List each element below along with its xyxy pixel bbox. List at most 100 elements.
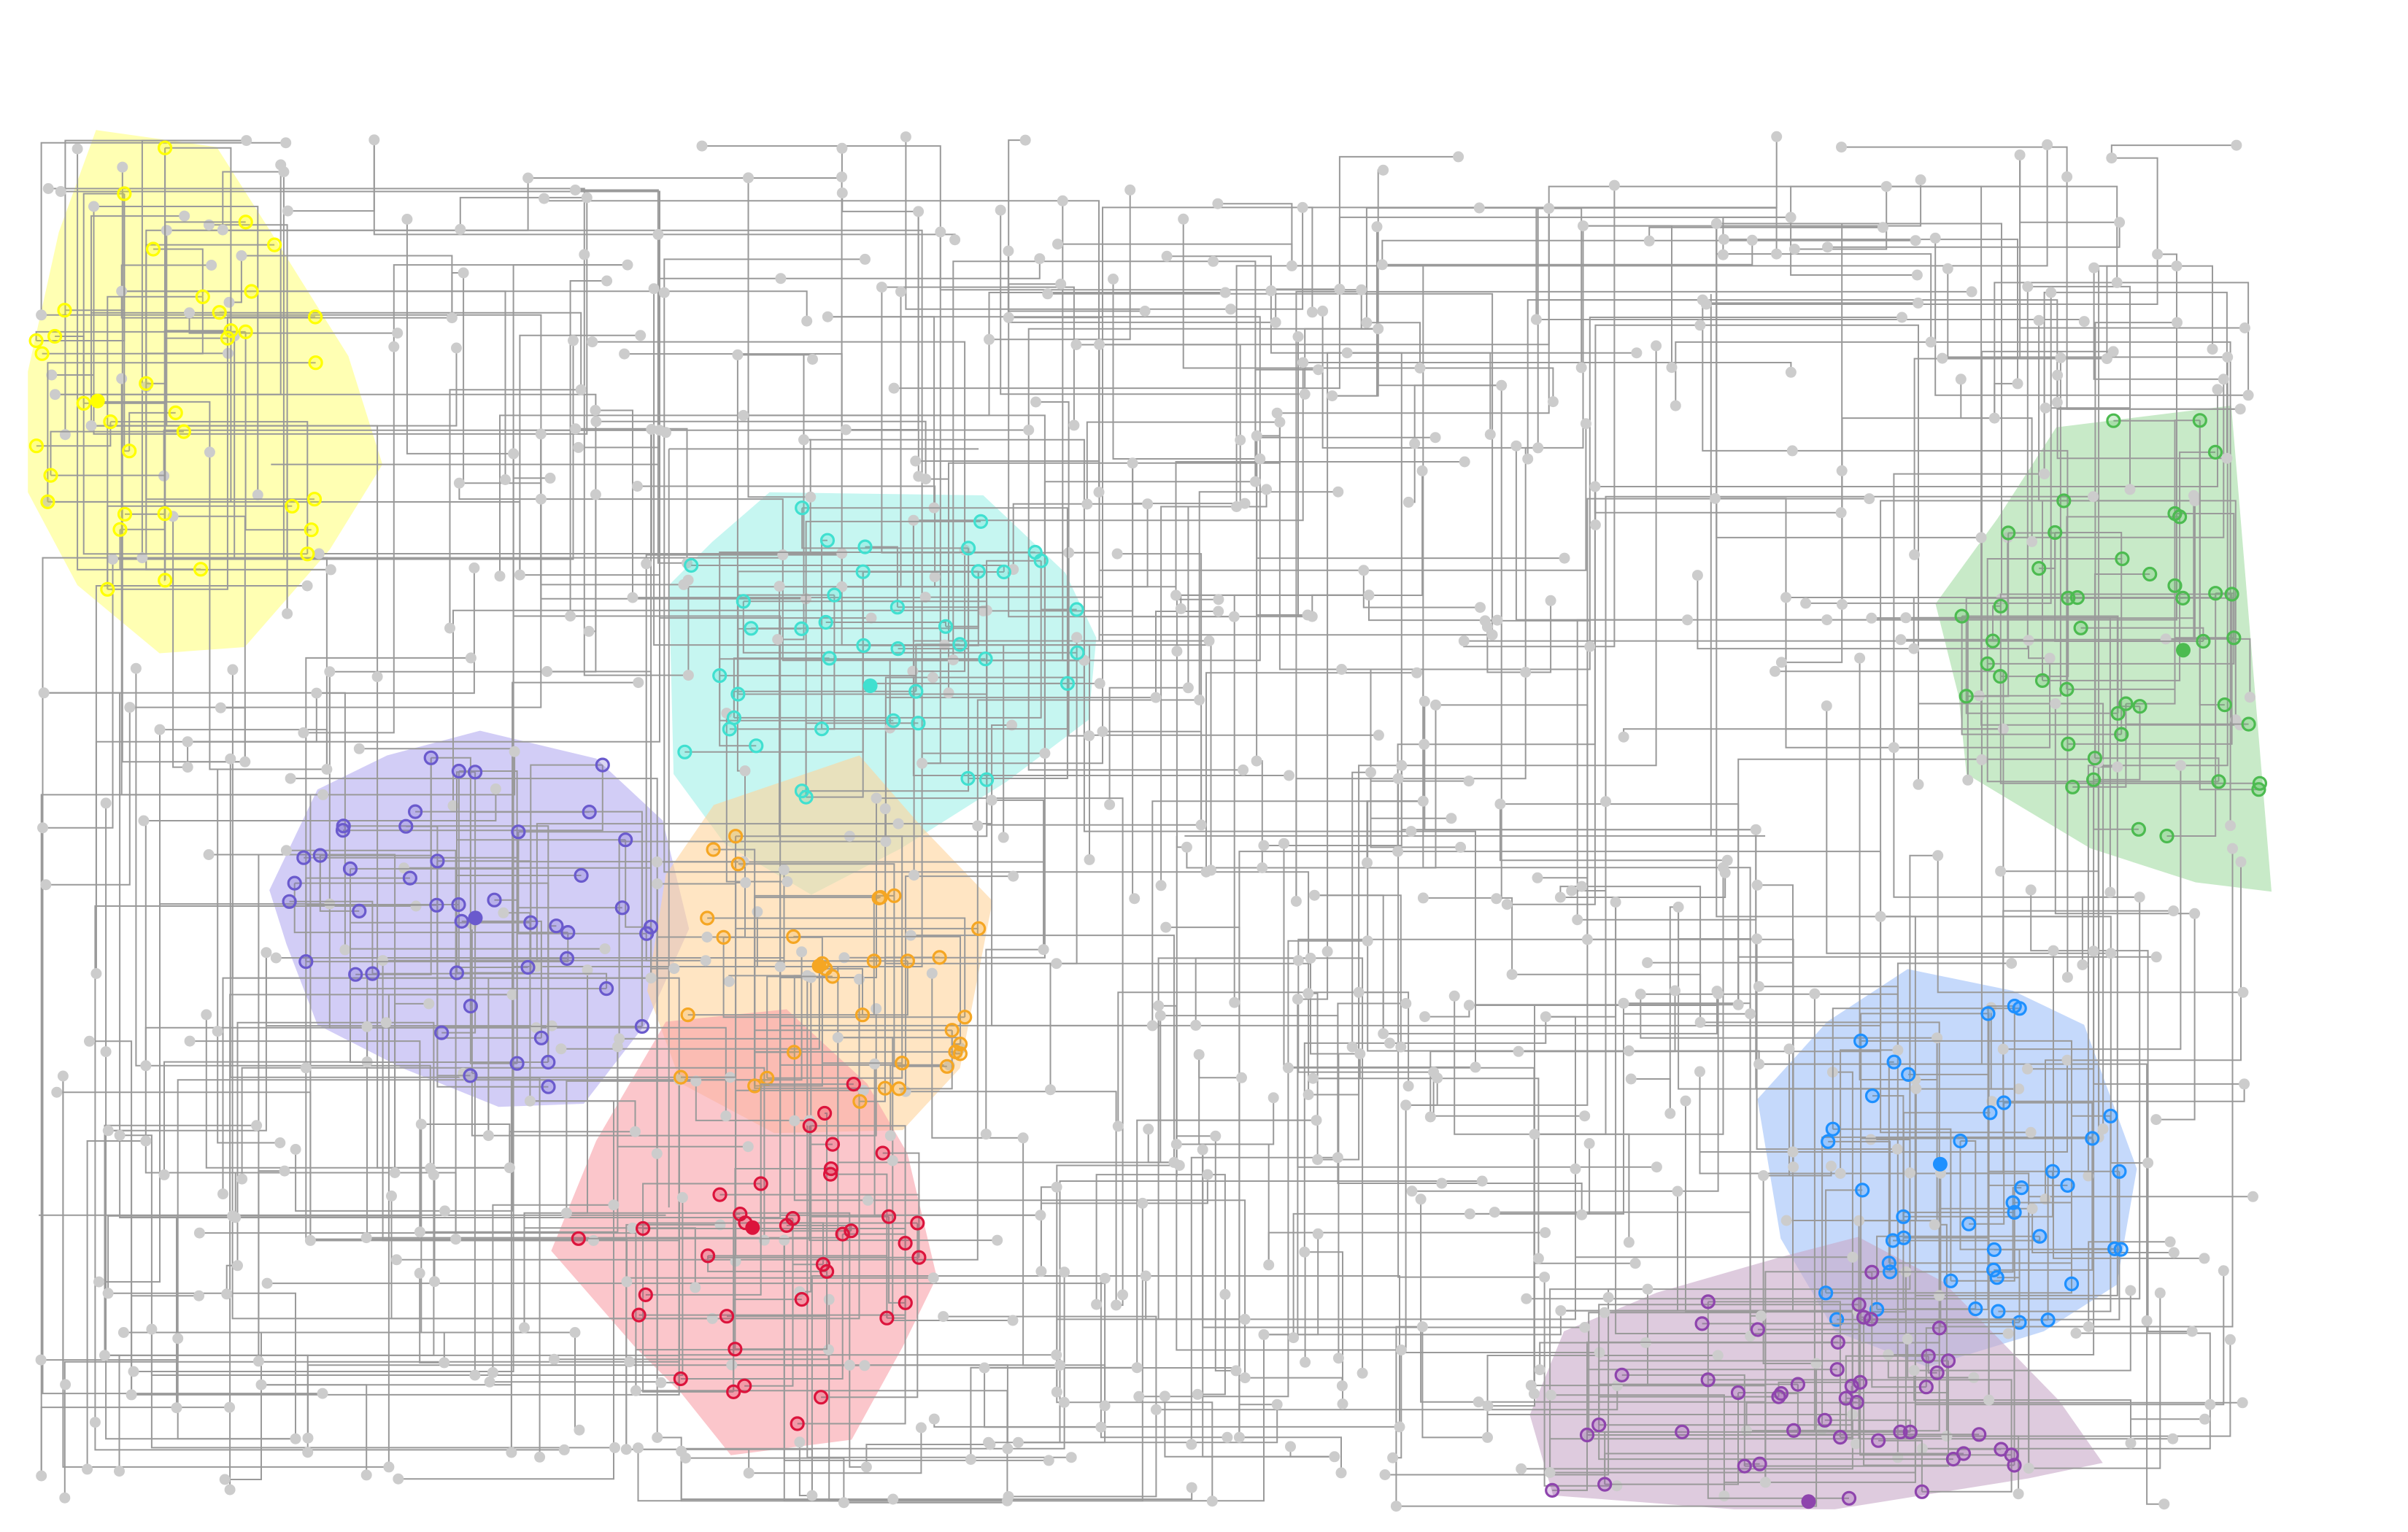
cluster-edge-orange [899,1030,953,1090]
cluster-node-cyan [973,514,989,530]
network-node [212,1026,223,1037]
network-node [658,287,670,298]
network-node [391,1254,402,1266]
network-edge [1132,463,1135,900]
network-edge [1180,594,1369,609]
network-node [752,906,763,918]
network-edge [1581,886,1702,1023]
network-edge [1359,991,1410,1086]
network-edge [199,1232,637,1391]
network-node [439,1357,450,1369]
network-node [1788,244,1800,255]
cluster-hub-yellow [90,393,105,409]
cluster-node-violet [296,850,312,865]
network-node [1611,1480,1623,1492]
network-edge [543,198,1063,202]
network-edge [747,177,811,498]
network-edge [1035,401,1070,553]
network-node [498,907,509,918]
cluster-edge-orange [767,1063,903,1079]
cluster-edge-purple [1604,1452,1964,1485]
network-node [1357,1367,1368,1379]
network-node [368,134,380,146]
network-edge [841,503,1149,588]
cluster-edge-cyan [802,507,1068,684]
cluster-edge-yellow [119,529,201,570]
cluster-node-green [2073,620,2088,635]
network-node [270,952,282,964]
network-node [2039,468,2050,480]
network-node [1194,695,1205,705]
network-edge [952,260,1213,660]
network-node [682,574,694,586]
cluster-edge-green [1966,533,2010,697]
network-node [1694,1016,1706,1028]
network-node [2025,884,2037,896]
network-edge [695,1080,810,1121]
network-node [871,1003,882,1015]
network-node [386,1190,397,1202]
network-node [2172,317,2183,328]
network-edge [1297,938,1588,961]
cluster-node-green [2217,697,2232,713]
network-node [738,409,749,421]
cluster-node-yellow [158,573,173,588]
network-node [2204,1398,2216,1410]
cluster-node-yellow [193,562,209,577]
cluster-node-cyan [749,738,764,754]
network-node [544,472,556,484]
network-node [1312,1228,1324,1239]
network-node [1618,997,1629,1009]
cluster-node-blue [1853,1033,1869,1049]
network-node [2242,390,2254,401]
cluster-node-yellow [28,438,45,454]
network-edge [1176,651,1187,848]
network-edge [1084,459,1261,662]
cluster-hub-orange [811,959,827,974]
network-node [184,1035,196,1047]
network-node [1579,1110,1591,1122]
network-node [860,1461,872,1473]
network-node [282,608,293,619]
network-node [700,955,711,967]
network-node [668,963,680,975]
cluster-edge-green [1986,663,2219,783]
network-edge [1206,871,1310,1095]
network-edge [1587,938,1794,1167]
cluster-edge-green [1999,593,2232,606]
cluster-node-green [1980,656,1995,672]
network-node [468,562,480,573]
network-node [1263,1259,1275,1271]
network-edge [1716,223,1881,918]
network-node [714,1219,726,1231]
network-node [1099,1272,1111,1284]
network-node [630,1126,641,1137]
network-edge [1678,907,2019,1090]
network-node [1150,1404,1162,1415]
network-node [646,424,657,435]
network-node [1809,988,1821,999]
network-node [2224,1334,2236,1345]
cluster-node-red [881,1209,897,1224]
cluster-edge-violet [461,920,542,1038]
network-edge [419,1273,444,1363]
network-node [514,569,525,581]
cluster-edge-blue [2004,1102,2094,1139]
network-node [201,1009,212,1021]
cluster-node-blue [2085,1131,2100,1146]
network-edge [48,187,585,255]
network-edge [1314,894,1402,1048]
network-node [203,219,215,231]
network-edge [1894,658,2051,748]
network-node [1775,657,1787,668]
network-node [2125,1285,2137,1296]
network-node [1800,597,1812,609]
network-edge [777,439,805,641]
network-node [1312,1154,1324,1165]
cluster-edge-purple [1921,1455,2013,1493]
network-node [1904,1167,1915,1179]
network-node [2222,352,2234,363]
network-edge [1946,1339,2231,1437]
network-node [1516,1463,1527,1474]
network-edge [1370,772,1469,782]
